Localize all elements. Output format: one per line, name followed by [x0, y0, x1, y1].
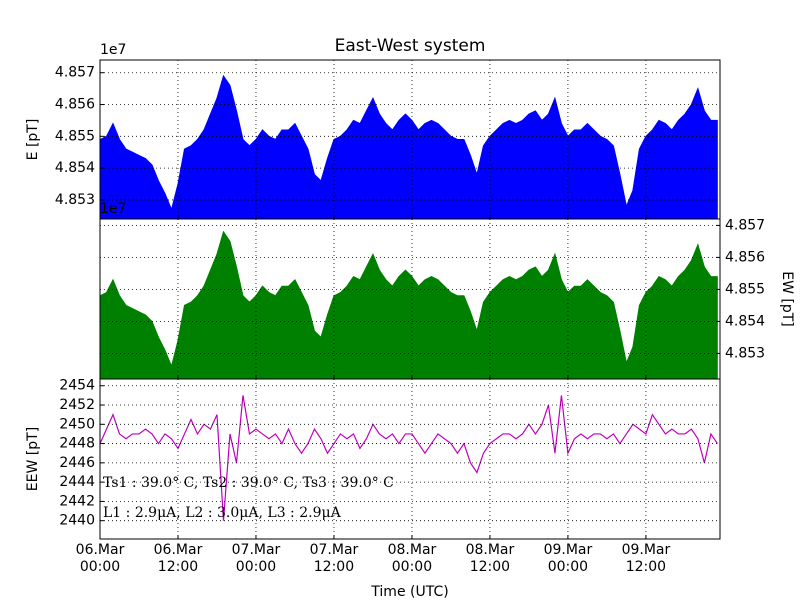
offset-text: 1e7: [100, 42, 126, 58]
annotation: Ts1 : 39.0° C, Ts2 : 39.0° C, Ts3 : 39.0…: [103, 475, 394, 491]
y-tick-label: 4.855: [725, 281, 765, 297]
area: [100, 232, 717, 379]
y-axis-label: E [pT]: [25, 119, 41, 161]
y-tick-label: 2446: [59, 455, 95, 471]
y-tick-label: 2452: [59, 397, 95, 413]
annotation: L1 : 2.9μA, L2 : 3.0μA, L3 : 2.9μA: [103, 505, 342, 521]
plot-frame: [99, 378, 721, 540]
y-tick-label: 4.854: [725, 313, 765, 329]
y-tick-label: 2444: [59, 474, 95, 490]
y-tick-label: 2442: [59, 493, 95, 509]
x-tick-label: 08.Mar 00:00: [387, 542, 437, 575]
offset-text: 1e7: [100, 201, 126, 217]
y-tick-label: 2440: [59, 513, 95, 529]
y-tick-label: 4.855: [55, 128, 95, 144]
y-tick-label: 4.854: [55, 160, 95, 176]
x-tick-label: 09.Mar 12:00: [621, 542, 671, 575]
y-tick-label: 4.856: [55, 97, 95, 113]
x-tick-label: 06.Mar 00:00: [75, 542, 125, 575]
y-tick-label: 2448: [59, 436, 95, 452]
area: [100, 76, 717, 219]
y-axis-label: EW [pT]: [779, 271, 795, 327]
y-tick-label: 2450: [59, 416, 95, 432]
x-tick-label: 09.Mar 00:00: [543, 542, 593, 575]
x-tick-label: 07.Mar 12:00: [309, 542, 359, 575]
chart-title: East-West system: [335, 36, 486, 56]
x-tick-label: 06.Mar 12:00: [153, 542, 203, 575]
x-tick-label: 08.Mar 12:00: [465, 542, 515, 575]
y-tick-label: 4.856: [725, 249, 765, 265]
y-tick-label: 4.853: [725, 345, 765, 361]
x-tick-label: 07.Mar 00:00: [231, 542, 281, 575]
y-axis-label: EEW [pT]: [25, 427, 41, 491]
y-tick-label: 4.857: [55, 65, 95, 81]
y-tick-label: 4.857: [725, 217, 765, 233]
x-axis-label: Time (UTC): [370, 584, 448, 600]
y-tick-label: 4.853: [55, 192, 95, 208]
y-tick-label: 2454: [59, 378, 95, 394]
line: [99, 395, 718, 521]
